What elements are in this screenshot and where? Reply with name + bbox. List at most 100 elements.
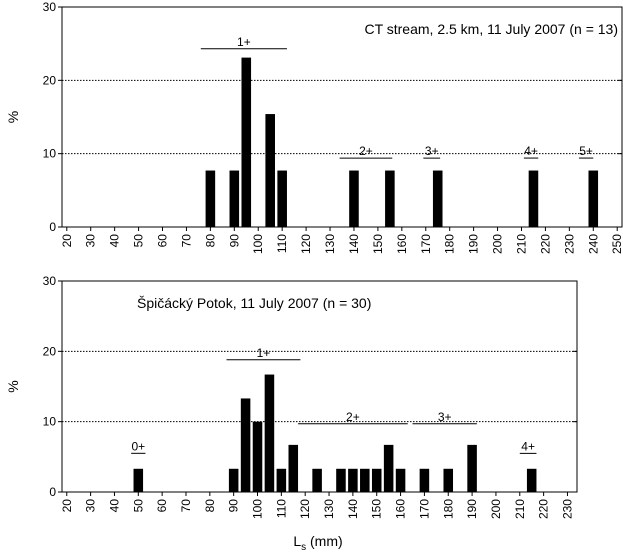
bar (276, 468, 287, 492)
y-tick-label: 30 (43, 274, 57, 288)
x-tick-label: 90 (227, 234, 241, 248)
y-tick-label: 20 (43, 344, 57, 358)
x-axis-label: Ls (mm) (293, 533, 342, 553)
bar (385, 170, 395, 227)
x-tick-label: 110 (274, 499, 288, 518)
x-tick-label: 200 (491, 234, 505, 254)
x-tick-label: 180 (441, 499, 455, 519)
x-tick-label: 150 (370, 499, 384, 519)
x-tick-label: 170 (417, 499, 431, 519)
x-tick-label: 20 (60, 234, 74, 248)
x-tick-label: 210 (513, 499, 527, 519)
cohort-label: 4+ (521, 439, 535, 453)
x-tick-label: 50 (132, 234, 146, 248)
chart-title: CT stream, 2.5 km, 11 July 2007 (n = 13) (364, 21, 618, 37)
bar (588, 170, 599, 227)
bar (133, 468, 144, 492)
x-axis-label-part: (mm) (306, 533, 343, 549)
x-tick-label: 190 (467, 234, 481, 254)
x-tick-label: 60 (155, 499, 169, 513)
cohort-label: 4+ (524, 144, 538, 158)
bar (383, 444, 394, 492)
x-tick-label: 160 (394, 499, 408, 519)
x-tick-label: 50 (131, 499, 145, 513)
x-tick-label: 140 (346, 499, 360, 519)
y-axis-label: % (5, 380, 21, 392)
x-tick-label: 220 (538, 234, 552, 254)
x-axis-label-part: s (301, 542, 306, 553)
bar (252, 421, 263, 492)
cohort-label: 3+ (438, 410, 452, 424)
x-tick-label: 130 (322, 499, 336, 519)
bar (265, 114, 275, 227)
x-tick-label: 170 (419, 234, 433, 254)
y-tick-label: 0 (49, 485, 56, 499)
x-tick-label: 40 (107, 499, 121, 513)
y-tick-label: 20 (43, 73, 57, 87)
x-tick-label: 70 (179, 499, 193, 513)
y-tick-label: 10 (43, 147, 57, 161)
y-tick-label: 0 (49, 220, 56, 234)
x-tick-label: 100 (251, 499, 265, 519)
x-tick-label: 150 (371, 234, 385, 254)
cohort-label: 0+ (131, 439, 145, 453)
bar (205, 170, 216, 227)
x-tick-label: 220 (537, 499, 551, 519)
x-tick-label: 230 (560, 499, 574, 519)
bar (526, 468, 537, 492)
bar (277, 170, 287, 227)
cohort-label: 1+ (237, 35, 251, 49)
bar (336, 468, 346, 492)
y-tick-label: 30 (43, 0, 57, 14)
bar (348, 468, 358, 492)
x-tick-label: 30 (84, 499, 98, 513)
x-tick-label: 70 (179, 234, 193, 248)
cohort-label: 2+ (346, 410, 360, 424)
plot-frame (61, 280, 578, 493)
bar (371, 468, 382, 492)
bar (288, 444, 299, 492)
x-tick-label: 190 (465, 499, 479, 519)
x-tick-label: 120 (298, 499, 312, 519)
cohort-label: 2+ (359, 144, 373, 158)
x-tick-label: 180 (443, 234, 457, 254)
bar (229, 170, 240, 227)
bar (419, 468, 430, 492)
x-tick-label: 240 (586, 234, 600, 254)
bar (528, 170, 539, 227)
bar (312, 468, 322, 492)
x-tick-label: 210 (514, 234, 528, 254)
x-tick-label: 60 (156, 234, 170, 248)
x-tick-label: 250 (610, 234, 623, 254)
bar (467, 444, 477, 492)
x-tick-label: 200 (489, 499, 503, 519)
x-tick-label: 100 (251, 234, 265, 254)
x-tick-label: 20 (60, 499, 74, 513)
x-tick-label: 140 (347, 234, 361, 254)
chart-title: Špičácký Potok, 11 July 2007 (n = 30) (137, 295, 371, 311)
x-tick-label: 110 (275, 234, 289, 253)
y-tick-label: 10 (43, 415, 57, 429)
x-tick-label: 40 (108, 234, 122, 248)
x-tick-label: 130 (323, 234, 337, 254)
bar (432, 170, 443, 227)
cohort-label: 3+ (425, 144, 439, 158)
x-tick-label: 30 (84, 234, 98, 248)
x-tick-label: 80 (203, 234, 217, 248)
cohort-label: 5+ (579, 144, 593, 158)
bar (360, 468, 370, 492)
y-axis-label: % (5, 111, 21, 123)
cohort-label: 1+ (257, 346, 271, 360)
x-tick-label: 120 (299, 234, 313, 254)
bar (240, 398, 251, 492)
x-axis-label-part: L (293, 533, 301, 549)
bar (395, 468, 406, 492)
bar (228, 468, 239, 492)
x-tick-label: 80 (203, 499, 217, 513)
x-tick-label: 90 (227, 499, 241, 513)
x-tick-label: 160 (395, 234, 409, 254)
plot-frame (61, 6, 623, 228)
bar (349, 170, 359, 227)
bar (241, 57, 252, 227)
